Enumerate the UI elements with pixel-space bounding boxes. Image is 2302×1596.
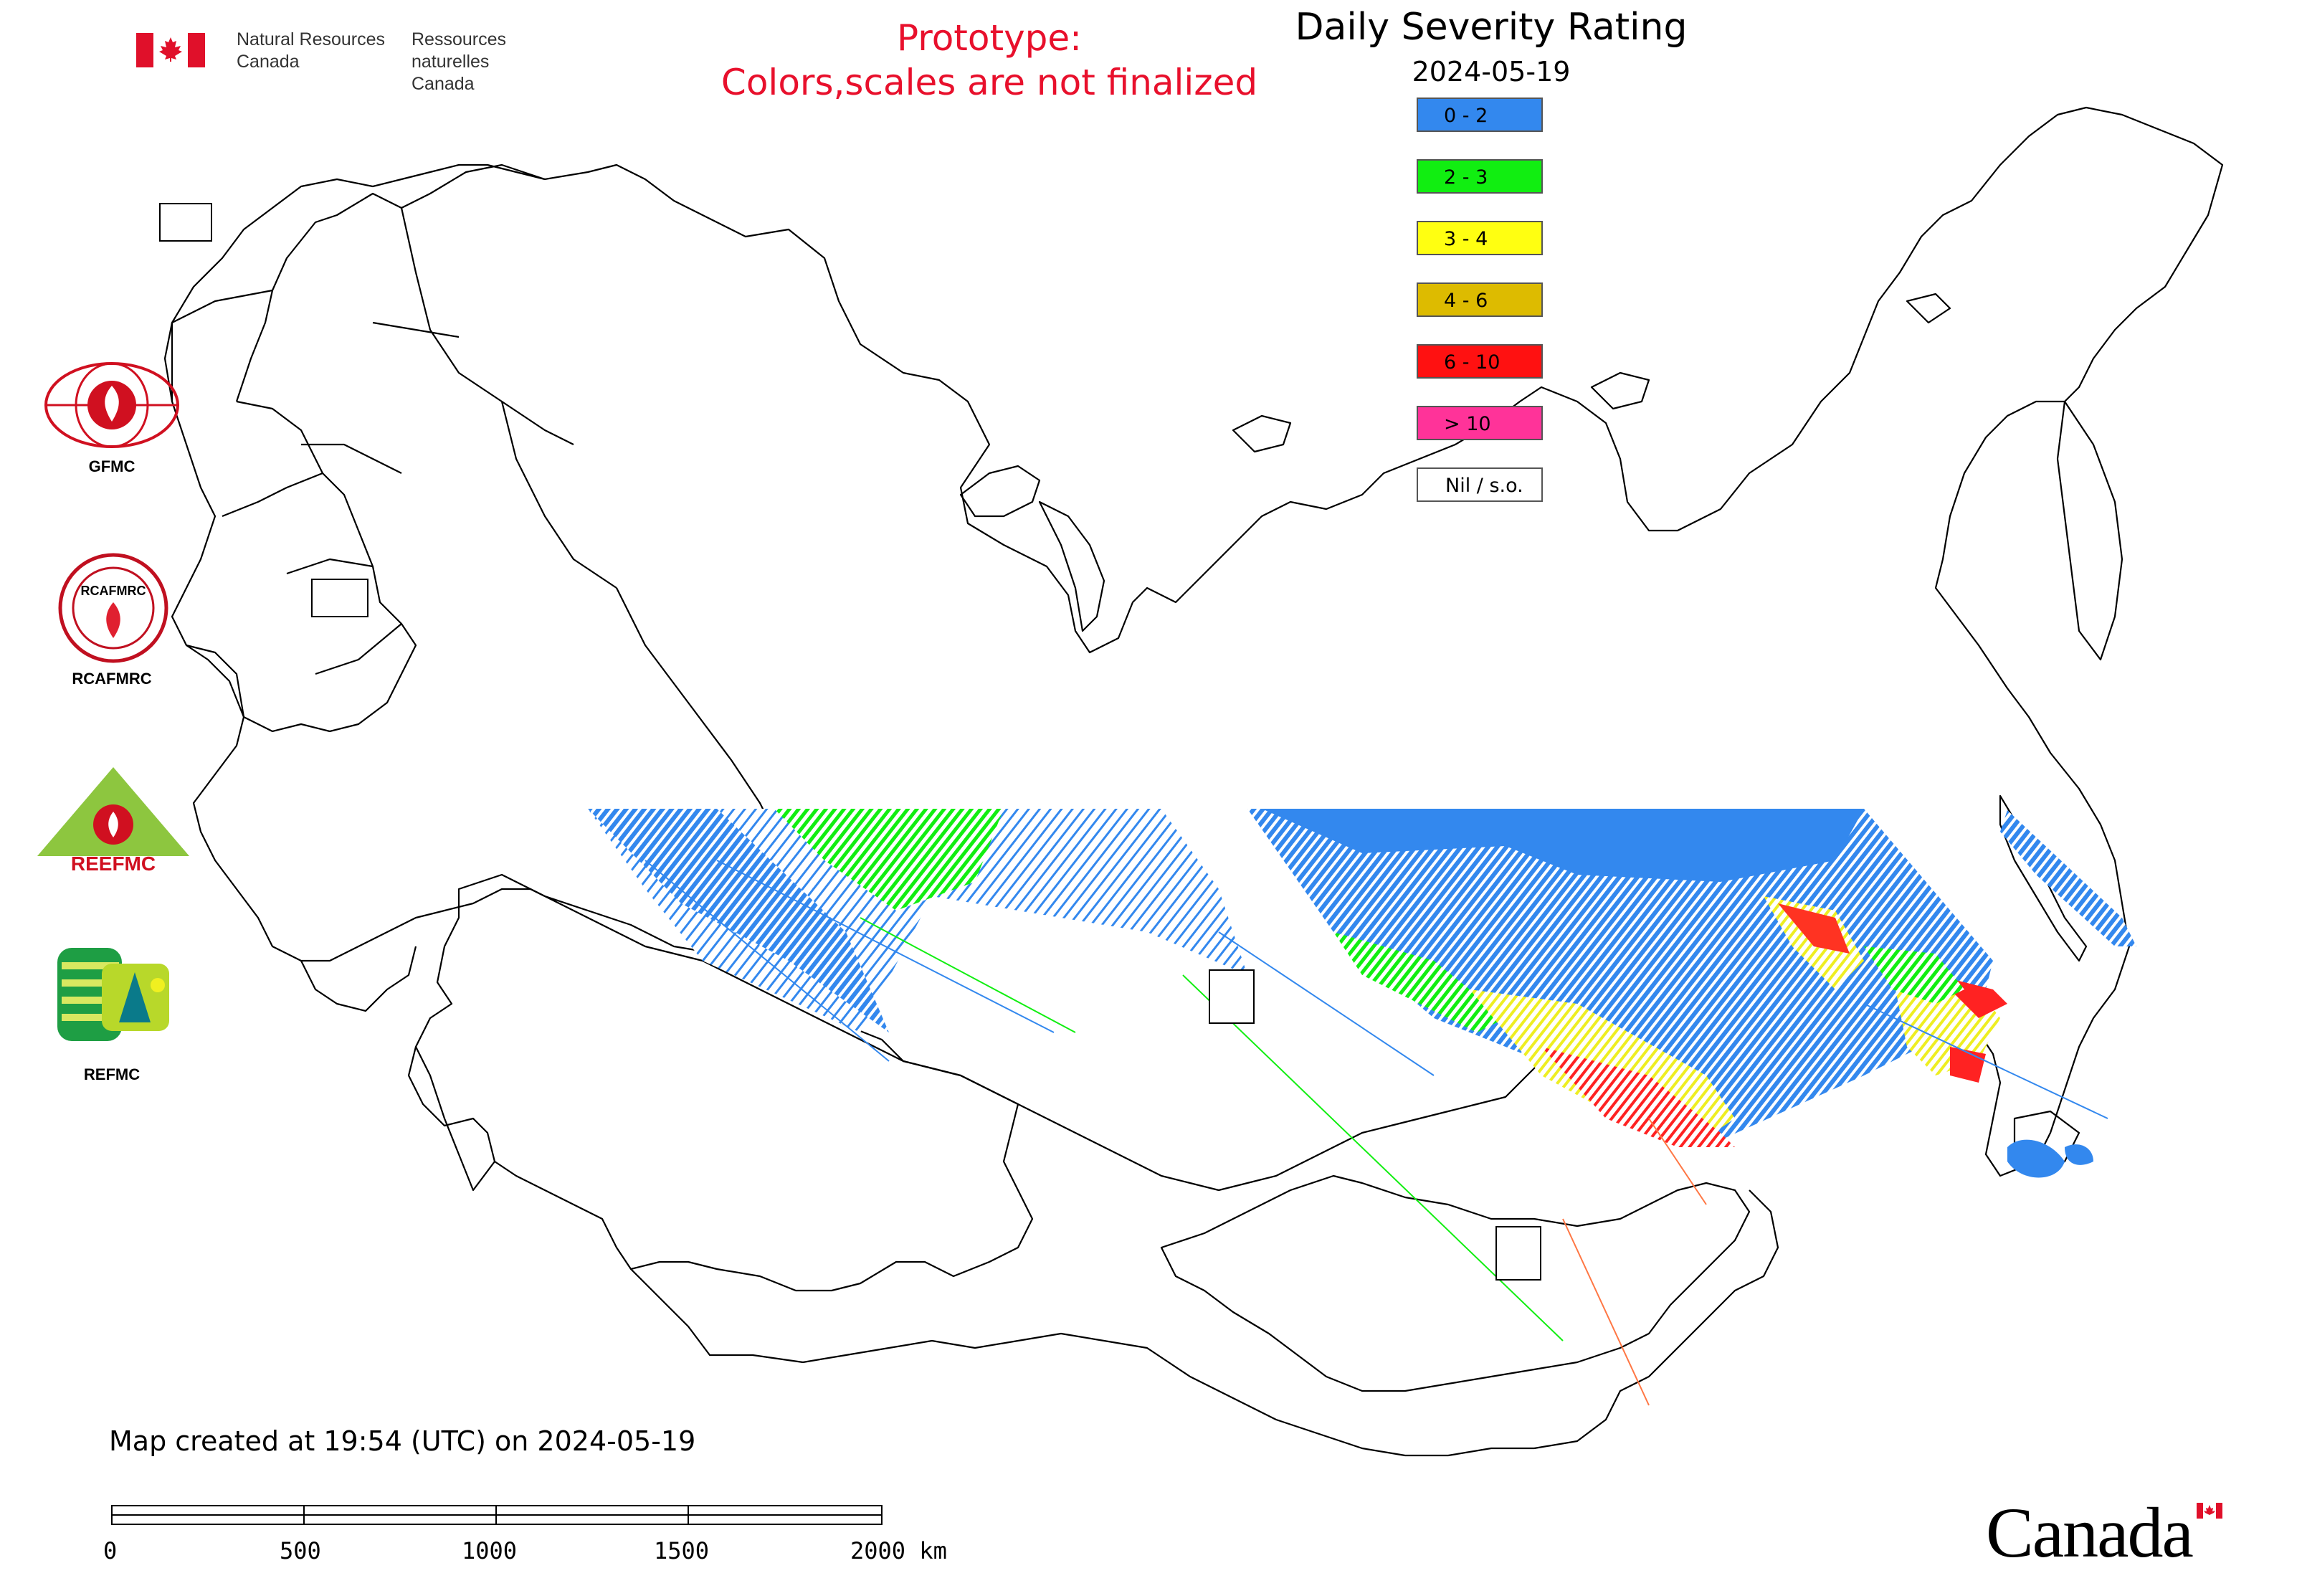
rcafmrc-logo: RCAFMRC <box>57 552 169 664</box>
gfmc-marker-icon <box>159 203 212 242</box>
refmc-logo <box>57 948 172 1041</box>
outline-taymyr <box>1038 500 1105 632</box>
outline-wrangel <box>1906 293 1951 324</box>
scale-label-0: 0 <box>103 1537 118 1564</box>
refmc-label: REFMC <box>83 1065 141 1083</box>
scale-label-1500: 1500 <box>654 1537 710 1564</box>
scale-label-1000: 1000 <box>462 1537 518 1564</box>
svg-text:RCAFMRC: RCAFMRC <box>81 584 146 598</box>
map-title: Daily Severity Rating <box>1295 6 1688 49</box>
reefmc-logo: REEFMC <box>37 767 189 875</box>
canada-wordmark: Canada <box>1986 1493 2194 1572</box>
nrcan-signature: Natural Resources Canada Ressources natu… <box>136 29 584 94</box>
rcafmrc-label: RCAFMRC <box>72 670 152 688</box>
country-outlines <box>163 106 2224 1457</box>
outline-mongolia <box>1160 1174 1751 1392</box>
canada-flag-icon <box>136 33 205 67</box>
department-name-en: Natural Resources Canada <box>237 29 386 72</box>
scale-label-500: 500 <box>280 1537 321 1564</box>
outline-novaya-zemlya <box>959 465 1041 518</box>
legend-item-nil: Nil / s.o. <box>1417 467 1543 502</box>
refmc-marker-icon <box>1209 969 1255 1024</box>
rcafmrc-marker-icon <box>1495 1226 1541 1281</box>
reefmc-marker-icon <box>311 579 368 617</box>
rating-overlay <box>588 809 2136 1406</box>
map-date: 2024-05-19 <box>1412 56 1571 87</box>
outline-caspian <box>415 1046 495 1192</box>
map-created-timestamp: Map created at 19:54 (UTC) on 2024-05-19 <box>109 1425 696 1457</box>
department-name-fr: Ressources naturelles Canada <box>412 29 506 94</box>
legend-item-over-10: > 10 <box>1417 406 1543 440</box>
legend-item-0-2: 0 - 2 <box>1417 98 1543 132</box>
gfmc-logo <box>40 358 184 452</box>
outline-kamchatka <box>2056 400 2123 661</box>
outline-caucasus <box>300 946 417 1012</box>
outline-new-siberian <box>1590 371 1650 410</box>
scale-label-2000: 2000 km <box>850 1537 947 1564</box>
prototype-notice: Prototype: Colors,scales are not finaliz… <box>720 17 1258 103</box>
legend-item-2-3: 2 - 3 <box>1417 159 1543 194</box>
legend-item-4-6: 4 - 6 <box>1417 282 1543 317</box>
legend-item-6-10: 6 - 10 <box>1417 344 1543 379</box>
outline-china <box>630 1189 1779 1457</box>
scale-bar <box>111 1505 883 1525</box>
gfmc-label: GFMC <box>88 457 135 475</box>
legend-item-3-4: 3 - 4 <box>1417 221 1543 255</box>
canada-wordmark-flag-icon <box>2197 1503 2222 1519</box>
svg-text:REEFMC: REEFMC <box>71 852 156 875</box>
outline-scandinavia <box>171 163 546 323</box>
outline-severnaya <box>1232 414 1292 453</box>
